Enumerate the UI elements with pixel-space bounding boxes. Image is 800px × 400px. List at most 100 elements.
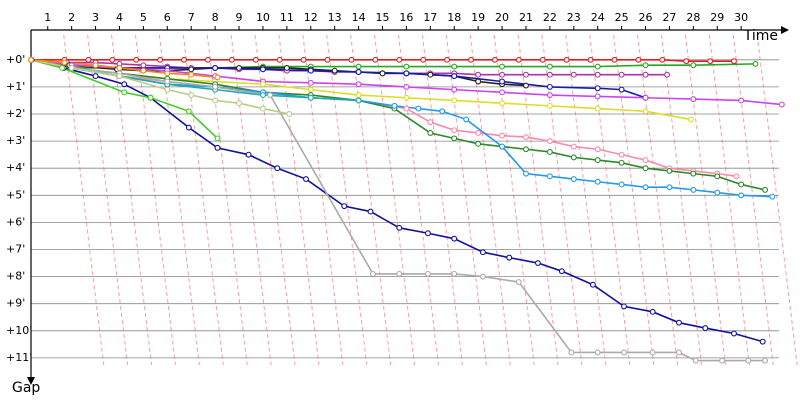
- x-tick-label: 5: [140, 11, 147, 24]
- data-point: [666, 167, 673, 174]
- data-point: [214, 144, 221, 151]
- y-tick-label: +1': [6, 80, 25, 93]
- data-point: [439, 108, 446, 115]
- data-point: [642, 71, 649, 78]
- lap-guide: [421, 34, 463, 366]
- data-point: [379, 70, 386, 77]
- data-point: [403, 94, 410, 101]
- lap-guide: [589, 34, 631, 366]
- data-point: [499, 63, 506, 70]
- data-point: [506, 254, 513, 261]
- data-point: [589, 281, 596, 288]
- data-point: [563, 56, 570, 63]
- data-point: [274, 165, 281, 172]
- data-point: [68, 64, 75, 71]
- data-point: [303, 176, 309, 182]
- x-tick-label: 30: [734, 11, 748, 24]
- data-point: [475, 71, 482, 78]
- data-point: [491, 56, 498, 63]
- data-point: [707, 58, 714, 65]
- data-point: [611, 56, 618, 63]
- data-point: [618, 181, 625, 188]
- data-point: [444, 56, 451, 63]
- data-point: [621, 303, 627, 310]
- data-point: [185, 108, 192, 115]
- lap-guide: [637, 34, 679, 366]
- lap-guide: [63, 34, 105, 366]
- data-point: [116, 73, 123, 80]
- series-line: [31, 59, 763, 343]
- data-point: [92, 62, 99, 69]
- data-point: [355, 81, 362, 88]
- y-tick-label: +0': [6, 53, 25, 66]
- data-point: [769, 193, 776, 200]
- data-point: [451, 270, 458, 277]
- data-point: [479, 249, 486, 256]
- x-tick-label: 4: [116, 11, 123, 24]
- x-tick-label: 10: [256, 11, 270, 24]
- data-point: [568, 349, 575, 356]
- series-line: [30, 59, 766, 362]
- data-point: [523, 170, 529, 177]
- x-tick-label: 22: [543, 11, 557, 24]
- data-point: [451, 86, 458, 93]
- data-point: [676, 349, 682, 356]
- x-tick-label: 8: [212, 11, 219, 24]
- data-point: [523, 134, 529, 140]
- x-tick-label: 12: [304, 11, 318, 24]
- data-point: [594, 63, 601, 70]
- data-point: [403, 105, 410, 112]
- data-point: [236, 100, 242, 107]
- data-point: [92, 73, 99, 80]
- data-point: [236, 64, 242, 71]
- data-point: [391, 102, 398, 109]
- data-point: [546, 148, 553, 155]
- data-point: [690, 62, 697, 69]
- data-point: [109, 56, 116, 63]
- data-point: [188, 71, 195, 78]
- x-tick-label: 9: [236, 11, 243, 24]
- x-tick-label: 2: [68, 11, 75, 24]
- series-line: [30, 59, 219, 139]
- data-point: [424, 230, 431, 237]
- data-point: [523, 82, 529, 89]
- y-axis-title: Gap: [12, 380, 40, 396]
- data-point: [546, 138, 553, 145]
- series-line: [30, 59, 766, 191]
- data-point: [666, 184, 673, 191]
- data-point: [228, 56, 235, 63]
- x-tick-label: 7: [188, 11, 195, 24]
- lap-guide: [684, 34, 726, 366]
- data-point: [331, 67, 338, 74]
- y-tick-label: +6': [6, 215, 25, 228]
- x-tick-label: 15: [376, 11, 390, 24]
- lap-guide: [111, 34, 153, 366]
- y-axis-arrow: [27, 377, 35, 385]
- data-point: [324, 56, 331, 63]
- data-point: [690, 96, 697, 103]
- data-point: [594, 349, 601, 356]
- data-point: [475, 78, 482, 85]
- data-point: [752, 60, 759, 67]
- lap-guide: [565, 34, 607, 366]
- lap-guide: [398, 34, 439, 366]
- data-point: [642, 184, 649, 191]
- data-point: [121, 81, 128, 88]
- lap-guide: [661, 34, 703, 366]
- data-point: [451, 63, 458, 70]
- data-point: [185, 124, 192, 131]
- data-point: [714, 189, 721, 196]
- data-point: [427, 130, 434, 136]
- x-axis-title: Time: [743, 28, 778, 44]
- lap-guide: [732, 34, 774, 366]
- data-point: [731, 58, 737, 65]
- data-point: [451, 73, 458, 80]
- data-point: [121, 89, 128, 96]
- data-point: [499, 71, 506, 78]
- data-point: [204, 56, 211, 63]
- data-point: [539, 56, 546, 63]
- data-point: [546, 71, 553, 78]
- data-point: [546, 102, 553, 109]
- data-point: [733, 173, 740, 180]
